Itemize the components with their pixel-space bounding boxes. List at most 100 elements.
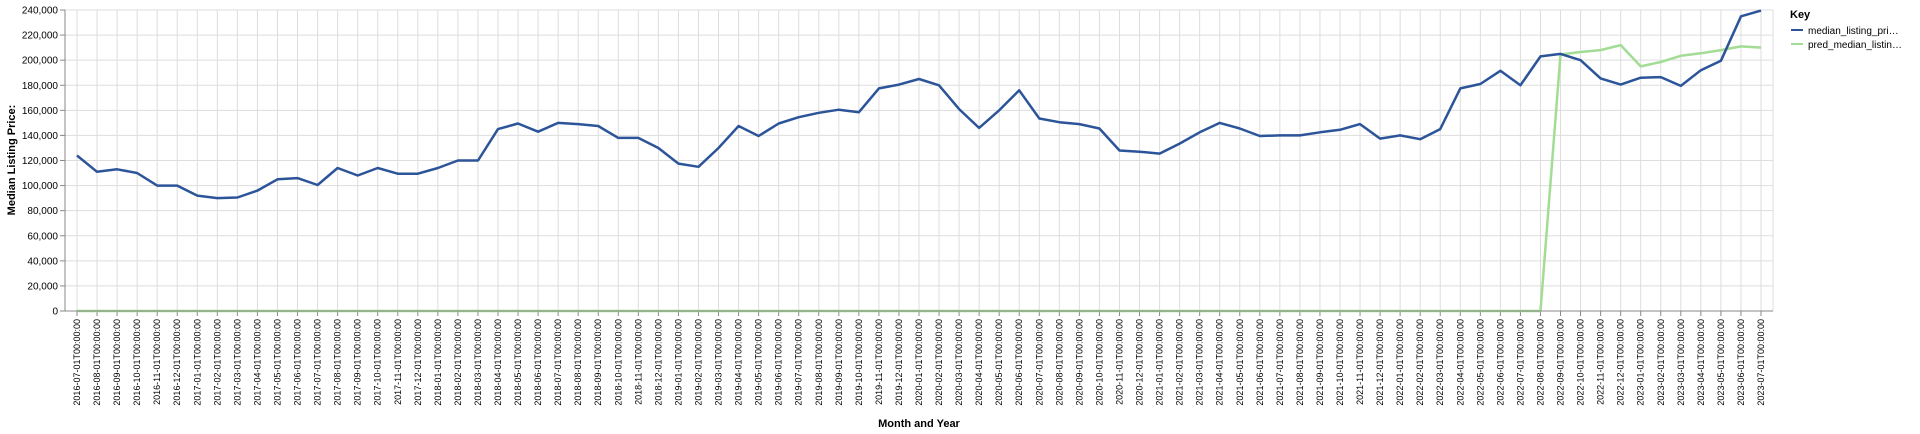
x-tick-label: 2016-07-01T00:00:00 (72, 319, 82, 406)
x-tick-label: 2022-02-01T00:00:00 (1415, 319, 1425, 406)
x-tick-label: 2022-05-01T00:00:00 (1475, 319, 1485, 406)
x-tick-label: 2021-02-01T00:00:00 (1175, 319, 1185, 406)
x-tick-label: 2017-02-01T00:00:00 (212, 319, 222, 406)
x-tick-label: 2021-09-01T00:00:00 (1315, 319, 1325, 406)
y-tick-label: 160,000 (22, 106, 59, 117)
x-tick-label: 2020-07-01T00:00:00 (1034, 319, 1044, 406)
x-tick-label: 2018-06-01T00:00:00 (533, 319, 543, 406)
x-axis-ticks: 2016-07-01T00:00:00 2016-08-01T00:00:00 20… (72, 311, 1766, 406)
x-tick-label: 2022-08-01T00:00:00 (1535, 319, 1545, 406)
x-tick-label: 2021-12-01T00:00:00 (1375, 319, 1385, 406)
x-tick-label: 2017-07-01T00:00:00 (313, 319, 323, 406)
x-tick-label: 2016-10-01T00:00:00 (132, 319, 142, 406)
x-tick-label: 2018-01-01T00:00:00 (433, 319, 443, 406)
x-tick-label: 2022-12-01T00:00:00 (1616, 319, 1626, 406)
x-tick-label: 2022-10-01T00:00:00 (1576, 319, 1586, 406)
y-tick-label: 100,000 (22, 181, 59, 192)
x-tick-label: 2021-07-01T00:00:00 (1275, 319, 1285, 406)
x-tick-label: 2020-06-01T00:00:00 (1014, 319, 1024, 406)
x-tick-label: 2018-10-01T00:00:00 (613, 319, 623, 406)
x-tick-label: 2017-08-01T00:00:00 (333, 319, 343, 406)
x-tick-label: 2019-12-01T00:00:00 (894, 319, 904, 406)
x-tick-label: 2023-02-01T00:00:00 (1656, 319, 1666, 406)
x-tick-label: 2019-08-01T00:00:00 (814, 319, 824, 406)
x-tick-label: 2021-01-01T00:00:00 (1155, 319, 1165, 406)
x-tick-label: 2017-01-01T00:00:00 (192, 319, 202, 406)
x-tick-label: 2023-04-01T00:00:00 (1696, 319, 1706, 406)
y-tick-label: 20,000 (27, 281, 58, 292)
x-tick-label: 2016-12-01T00:00:00 (172, 319, 182, 406)
x-tick-label: 2020-03-01T00:00:00 (954, 319, 964, 406)
x-tick-label: 2021-08-01T00:00:00 (1295, 319, 1305, 406)
x-tick-label: 2020-09-01T00:00:00 (1074, 319, 1084, 406)
x-tick-label: 2021-11-01T00:00:00 (1355, 319, 1365, 405)
x-tick-label: 2020-10-01T00:00:00 (1094, 319, 1104, 406)
y-tick-label: 140,000 (22, 131, 59, 142)
y-axis-ticks: 0 20,000 40,000 60,000 80,000 100,000 120,000 1… (22, 6, 65, 318)
x-tick-label: 2022-04-01T00:00:00 (1455, 319, 1465, 406)
x-tick-label: 2020-01-01T00:00:00 (914, 319, 924, 406)
x-tick-label: 2018-07-01T00:00:00 (553, 319, 563, 406)
x-tick-label: 2018-12-01T00:00:00 (653, 319, 663, 406)
x-tick-label: 2017-11-01T00:00:00 (393, 319, 403, 405)
legend-label-pred: pred_median_listin… (1808, 40, 1902, 51)
x-tick-label: 2016-09-01T00:00:00 (112, 319, 122, 406)
x-tick-label: 2019-07-01T00:00:00 (794, 319, 804, 406)
x-tick-label: 2018-08-01T00:00:00 (573, 319, 583, 406)
y-axis-title: Median Listing Price: (6, 105, 18, 216)
gridlines (65, 9, 1774, 312)
x-tick-label: 2019-11-01T00:00:00 (874, 319, 884, 405)
y-tick-label: 40,000 (27, 256, 58, 267)
x-tick-label: 2020-04-01T00:00:00 (974, 319, 984, 406)
x-tick-label: 2022-06-01T00:00:00 (1495, 319, 1505, 406)
x-tick-label: 2019-06-01T00:00:00 (774, 319, 784, 406)
x-tick-label: 2019-09-01T00:00:00 (834, 319, 844, 406)
x-tick-label: 2020-02-01T00:00:00 (934, 319, 944, 406)
x-tick-label: 2017-10-01T00:00:00 (373, 319, 383, 406)
x-tick-label: 2018-05-01T00:00:00 (513, 319, 523, 406)
x-tick-label: 2020-08-01T00:00:00 (1054, 319, 1064, 406)
x-tick-label: 2023-05-01T00:00:00 (1716, 319, 1726, 406)
x-tick-label: 2022-07-01T00:00:00 (1515, 319, 1525, 406)
legend-title: Key (1790, 9, 1811, 21)
x-tick-label: 2023-07-01T00:00:00 (1756, 319, 1766, 406)
x-tick-label: 2017-12-01T00:00:00 (413, 319, 423, 406)
x-tick-label: 2017-04-01T00:00:00 (252, 319, 262, 406)
y-tick-label: 120,000 (22, 156, 59, 167)
x-tick-label: 2016-08-01T00:00:00 (92, 319, 102, 406)
x-tick-label: 2017-03-01T00:00:00 (232, 319, 242, 406)
x-tick-label: 2018-09-01T00:00:00 (593, 319, 603, 406)
x-tick-label: 2019-01-01T00:00:00 (673, 319, 683, 406)
y-tick-label: 200,000 (22, 56, 59, 67)
x-tick-label: 2017-06-01T00:00:00 (293, 319, 303, 406)
legend: Key median_listing_pri… pred_median_list… (1790, 9, 1902, 51)
x-tick-label: 2023-01-01T00:00:00 (1636, 319, 1646, 406)
y-tick-label: 0 (52, 307, 58, 318)
x-tick-label: 2017-05-01T00:00:00 (272, 319, 282, 406)
x-tick-label: 2019-05-01T00:00:00 (754, 319, 764, 406)
legend-label-median: median_listing_pri… (1808, 26, 1899, 37)
x-tick-label: 2020-05-01T00:00:00 (994, 319, 1004, 406)
x-tick-label: 2017-09-01T00:00:00 (353, 319, 363, 406)
x-tick-label: 2022-03-01T00:00:00 (1435, 319, 1445, 406)
x-tick-label: 2020-12-01T00:00:00 (1135, 319, 1145, 406)
x-tick-label: 2018-03-01T00:00:00 (473, 319, 483, 406)
y-tick-label: 80,000 (27, 206, 58, 217)
x-tick-label: 2019-02-01T00:00:00 (693, 319, 703, 406)
x-tick-label: 2022-11-01T00:00:00 (1596, 319, 1606, 405)
x-tick-label: 2020-11-01T00:00:00 (1114, 319, 1124, 405)
x-tick-label: 2023-03-01T00:00:00 (1676, 319, 1686, 406)
x-axis-title: Month and Year (878, 418, 960, 430)
x-tick-label: 2022-09-01T00:00:00 (1556, 319, 1566, 406)
x-tick-label: 2018-04-01T00:00:00 (493, 319, 503, 406)
x-tick-label: 2021-10-01T00:00:00 (1335, 319, 1345, 406)
x-tick-label: 2023-06-01T00:00:00 (1736, 319, 1746, 406)
x-tick-label: 2019-10-01T00:00:00 (854, 319, 864, 406)
x-tick-label: 2018-11-01T00:00:00 (633, 319, 643, 405)
y-tick-label: 180,000 (22, 81, 59, 92)
x-tick-label: 2018-02-01T00:00:00 (453, 319, 463, 406)
y-tick-label: 240,000 (22, 6, 59, 17)
x-tick-label: 2021-05-01T00:00:00 (1235, 319, 1245, 406)
x-tick-label: 2016-11-01T00:00:00 (152, 319, 162, 405)
series-line-median-listing-price (76, 9, 1762, 200)
